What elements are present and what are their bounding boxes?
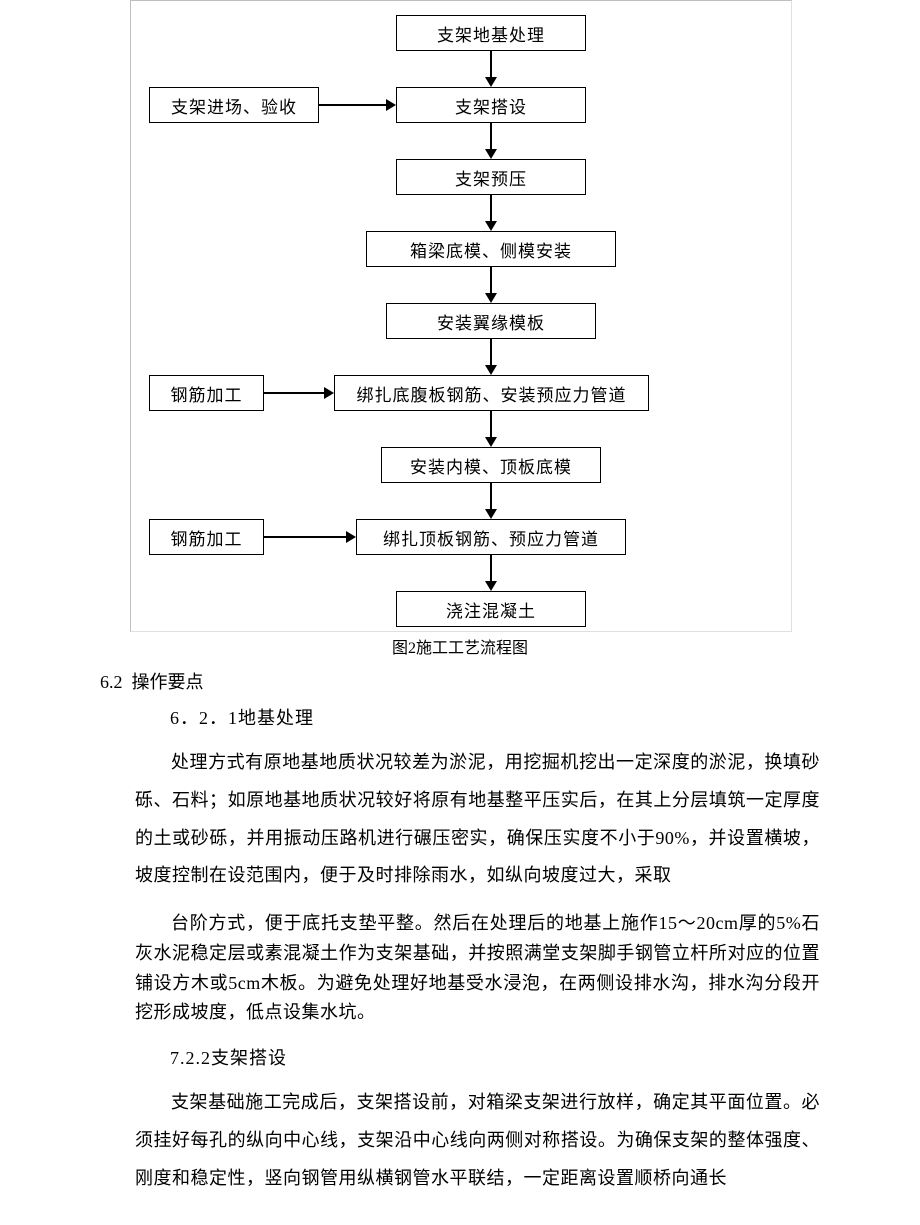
sub-heading-2: 7.2.2支架搭设 bbox=[170, 1044, 920, 1070]
paragraph-1b: 台阶方式，便于底托支垫平整。然后在处理后的地基上施作15～20cm厚的5%石灰水… bbox=[135, 909, 820, 1028]
flowchart-canvas: 支架地基处理支架搭设支架预压箱梁底模、侧模安装安装翼缘模板绑扎底腹板钢筋、安装预… bbox=[130, 0, 792, 632]
flow-side-node: 支架进场、验收 bbox=[149, 87, 319, 123]
section-heading: 6.2 操作要点 bbox=[100, 668, 920, 694]
section-num: 6.2 bbox=[100, 672, 123, 692]
sub-heading-1: 6．2．1地基处理 bbox=[170, 704, 920, 730]
sub2-title: 支架搭设 bbox=[211, 1048, 287, 1068]
paragraph-2: 支架基础施工完成后，支架搭设前，对箱梁支架进行放样，确定其平面位置。必须挂好每孔… bbox=[135, 1084, 820, 1197]
flow-node: 绑扎底腹板钢筋、安装预应力管道 bbox=[334, 375, 649, 411]
flow-node: 绑扎顶板钢筋、预应力管道 bbox=[356, 519, 626, 555]
section-title: 操作要点 bbox=[132, 672, 204, 692]
flow-node: 支架地基处理 bbox=[396, 15, 586, 51]
flow-node: 浇注混凝土 bbox=[396, 591, 586, 627]
flow-side-node: 钢筋加工 bbox=[149, 519, 264, 555]
flow-node: 支架预压 bbox=[396, 159, 586, 195]
flowchart-caption: 图2施工工艺流程图 bbox=[130, 634, 790, 658]
sub2-num: 7.2.2 bbox=[170, 1048, 211, 1068]
sub1-title: 地基处理 bbox=[238, 708, 314, 728]
flow-node: 箱梁底模、侧模安装 bbox=[366, 231, 616, 267]
flow-node: 安装内模、顶板底模 bbox=[381, 447, 601, 483]
flow-node: 支架搭设 bbox=[396, 87, 586, 123]
flow-node: 安装翼缘模板 bbox=[386, 303, 596, 339]
flow-side-node: 钢筋加工 bbox=[149, 375, 264, 411]
sub1-num: 6．2．1 bbox=[170, 708, 238, 728]
paragraph-1a: 处理方式有原地基地质状况较差为淤泥，用挖掘机挖出一定深度的淤泥，换填砂砾、石料；… bbox=[135, 744, 820, 895]
